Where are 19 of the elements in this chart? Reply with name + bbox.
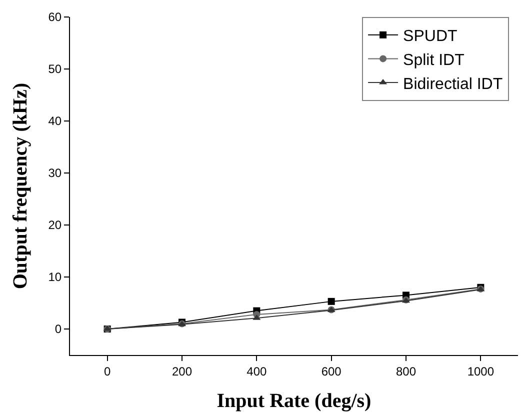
x-tick-label: 400	[246, 364, 267, 378]
y-tick-label: 40	[48, 114, 62, 128]
y-tick-label: 20	[48, 218, 62, 232]
point	[328, 298, 335, 305]
y-tick-label: 10	[48, 270, 62, 284]
x-axis-title: Input Rate (deg/s)	[216, 390, 372, 412]
y-axis-title: Output frequency (kHz)	[10, 82, 32, 290]
legend-label: SPUDT	[403, 28, 458, 46]
y-tick-label: 30	[48, 166, 62, 180]
legend-label: Split IDT	[403, 52, 465, 69]
x-tick-label: 600	[321, 364, 342, 378]
y-tick-label: 50	[48, 62, 62, 76]
y-tick-label: 0	[54, 322, 62, 336]
legend-label: Bidirectial IDT	[403, 76, 503, 93]
x-tick-label: 0	[104, 364, 111, 378]
x-tick-label: 200	[172, 364, 192, 378]
x-tick-label: 800	[396, 364, 416, 378]
x-tick-label: 1000	[467, 364, 494, 378]
y-tick-label: 60	[48, 10, 62, 24]
